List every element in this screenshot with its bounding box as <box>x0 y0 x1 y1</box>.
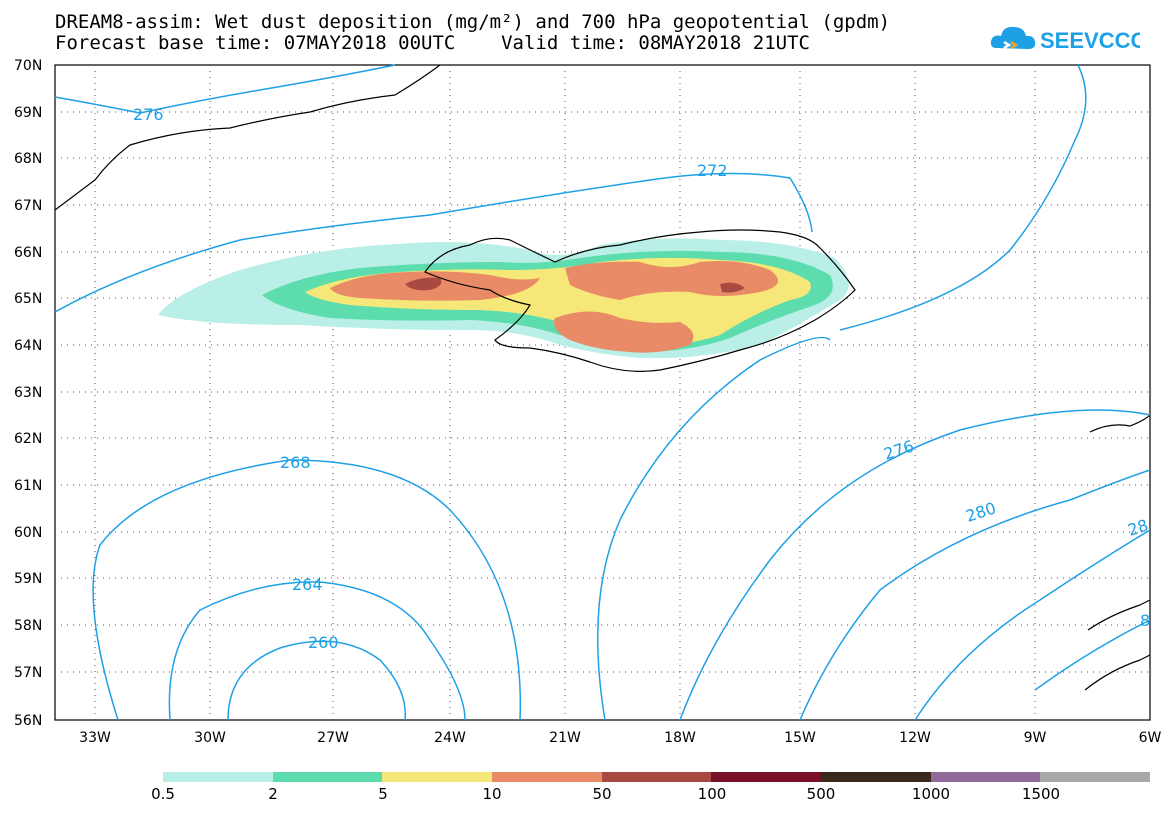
contour-284 <box>914 529 1151 721</box>
legend-swatch <box>930 772 1041 782</box>
legend-label: 50 <box>592 785 612 803</box>
color-legend <box>163 772 1151 782</box>
legend-label: 2 <box>268 785 278 803</box>
lat-label: 67N <box>14 198 42 214</box>
lon-label: 18W <box>664 730 696 746</box>
contour-label-268: 268 <box>280 453 311 472</box>
logo-text: SEEVCCC <box>1040 28 1140 53</box>
contour-272 <box>54 172 813 313</box>
lon-label: 24W <box>434 730 466 746</box>
lat-label: 64N <box>14 338 42 354</box>
contour-264 <box>168 581 466 721</box>
map-title: DREAM8-assim: Wet dust deposition (mg/m²… <box>55 11 891 33</box>
lat-label: 62N <box>14 431 42 447</box>
lat-label: 58N <box>14 618 42 634</box>
seevccc-logo: SEEVCCC <box>990 26 1140 53</box>
lat-label: 65N <box>14 291 42 307</box>
lat-label: 63N <box>14 385 42 401</box>
lat-label: 70N <box>14 58 42 74</box>
contour-280 <box>799 469 1151 721</box>
lon-label: 9W <box>1024 730 1047 746</box>
geopotential-contours <box>54 64 1151 721</box>
lon-label: 27W <box>317 730 349 746</box>
lon-label: 30W <box>194 730 226 746</box>
contour-268 <box>92 459 522 721</box>
contour-label-260: 260 <box>308 633 339 652</box>
legend-label: 0.5 <box>151 785 175 803</box>
lat-label: 56N <box>14 713 42 729</box>
graticule <box>55 65 1150 720</box>
lat-label: 57N <box>14 665 42 681</box>
contour-label-276: 276 <box>133 105 164 124</box>
greenland-coastline <box>54 64 441 211</box>
contour-label-272: 272 <box>697 161 728 180</box>
contour-288 <box>1034 619 1151 691</box>
legend-swatch <box>492 772 602 782</box>
iceland-coastline <box>424 229 856 372</box>
legend-label: 10 <box>482 785 502 803</box>
legend-swatch <box>601 772 712 782</box>
legend-label: 100 <box>697 785 727 803</box>
cloud-icon <box>990 26 1036 50</box>
lat-label: 68N <box>14 151 42 167</box>
legend-swatch <box>1040 772 1151 782</box>
legend-swatch <box>272 772 383 782</box>
legend-label: 500 <box>806 785 836 803</box>
contour-276-north <box>54 64 396 114</box>
contour-260 <box>227 640 407 721</box>
lon-label: 12W <box>899 730 931 746</box>
legend-swatch <box>382 772 493 782</box>
legend-swatch <box>163 772 273 782</box>
lon-label: 6W <box>1139 730 1162 746</box>
lat-label: 69N <box>14 105 42 121</box>
contour-276-east <box>597 64 1087 721</box>
lat-label: 61N <box>14 478 42 494</box>
lat-label: 66N <box>14 245 42 261</box>
lon-label: 15W <box>784 730 816 746</box>
faroe-coastline <box>1089 414 1151 433</box>
lon-label: 21W <box>549 730 581 746</box>
contour-label-288: 8 <box>1140 611 1150 630</box>
legend-label: 5 <box>378 785 388 803</box>
legend-swatch <box>711 772 822 782</box>
legend-swatch <box>821 772 931 782</box>
lat-label: 60N <box>14 525 42 541</box>
dust-deposition-field <box>158 238 849 359</box>
map-subtitle: Forecast base time: 07MAY2018 00UTC Vali… <box>55 32 810 54</box>
lat-label: 59N <box>14 571 42 587</box>
scotland-coastline <box>1084 599 1151 691</box>
legend-label: 1000 <box>911 785 951 803</box>
contour-label-264: 264 <box>292 575 323 594</box>
lon-label: 33W <box>79 730 111 746</box>
contour-276-se <box>679 409 1151 721</box>
coastlines <box>54 64 1151 691</box>
legend-label: 1500 <box>1021 785 1061 803</box>
